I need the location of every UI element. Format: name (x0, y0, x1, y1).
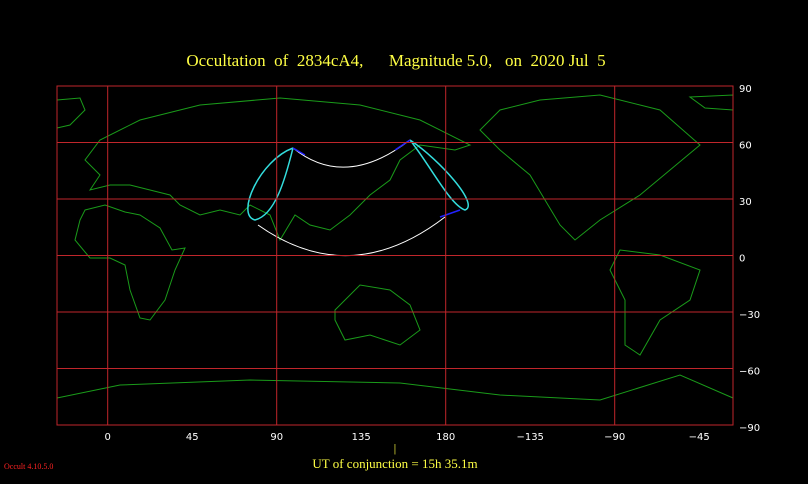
path-limit (247, 147, 294, 221)
y-tick-label: −30 (739, 310, 760, 321)
australia (334, 284, 421, 346)
eurasia (84, 97, 472, 242)
y-tick-label: −90 (739, 423, 760, 434)
y-tick-label: −60 (739, 367, 760, 378)
north-america (479, 94, 701, 241)
marker: | (394, 441, 396, 455)
antarctica (56, 374, 734, 401)
y-tick-label: 60 (739, 141, 752, 152)
coastlines (56, 94, 734, 401)
x-tick-label: 135 (352, 432, 371, 443)
title: Occultation of 2834cA4, Magnitude 5.0, o… (186, 51, 605, 70)
path-daylight (292, 139, 461, 218)
y-tick-label: 90 (739, 84, 752, 95)
footer: Occult 4.10.5.0 (4, 462, 53, 471)
x-tick-label: −90 (604, 432, 625, 443)
y-tick-label: 0 (739, 254, 745, 265)
x-tick-label: −135 (516, 432, 543, 443)
x-tick-label: 90 (270, 432, 283, 443)
annotation: UT of conjunction = 15h 35.1m (312, 456, 477, 471)
occultation-path (247, 139, 469, 257)
south-america (609, 249, 701, 356)
path-limit (409, 139, 469, 211)
y-tick-label: 30 (739, 197, 752, 208)
x-tick-label: 180 (436, 432, 455, 443)
x-tick-label: 0 (105, 432, 111, 443)
x-tick-label: 45 (186, 432, 199, 443)
x-tick-label: −45 (689, 432, 710, 443)
